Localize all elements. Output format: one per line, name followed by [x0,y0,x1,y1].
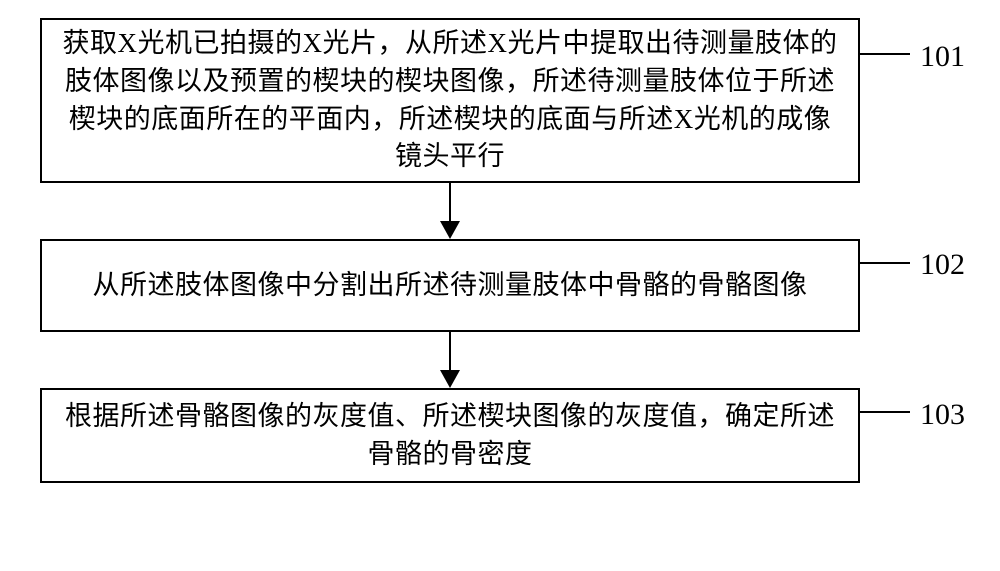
step-text: 根据所述骨骼图像的灰度值、所述楔块图像的灰度值，确定所述骨骼的骨密度 [42,392,858,480]
step-text: 从所述肢体图像中分割出所述待测量肢体中骨骼的骨骼图像 [75,261,826,311]
flowchart-step-103: 根据所述骨骼图像的灰度值、所述楔块图像的灰度值，确定所述骨骼的骨密度 [40,388,860,483]
flow-arrow [40,332,860,388]
step-text: 获取X光机已拍摄的X光片，从所述X光片中提取出待测量肢体的肢体图像以及预置的楔块… [42,19,858,182]
arrow-line [449,183,452,223]
arrow-head-icon [440,370,460,388]
connector-line [860,53,910,55]
step-label-101: 101 [920,40,965,74]
connector-line [860,411,910,413]
flowchart-step-102: 从所述肢体图像中分割出所述待测量肢体中骨骼的骨骼图像 [40,239,860,332]
connector-line [860,262,910,264]
step-label-103: 103 [920,398,965,432]
step-label-102: 102 [920,248,965,282]
flowchart-step-101: 获取X光机已拍摄的X光片，从所述X光片中提取出待测量肢体的肢体图像以及预置的楔块… [40,18,860,183]
arrow-line [449,332,452,372]
arrow-head-icon [440,221,460,239]
flow-arrow [40,183,860,239]
